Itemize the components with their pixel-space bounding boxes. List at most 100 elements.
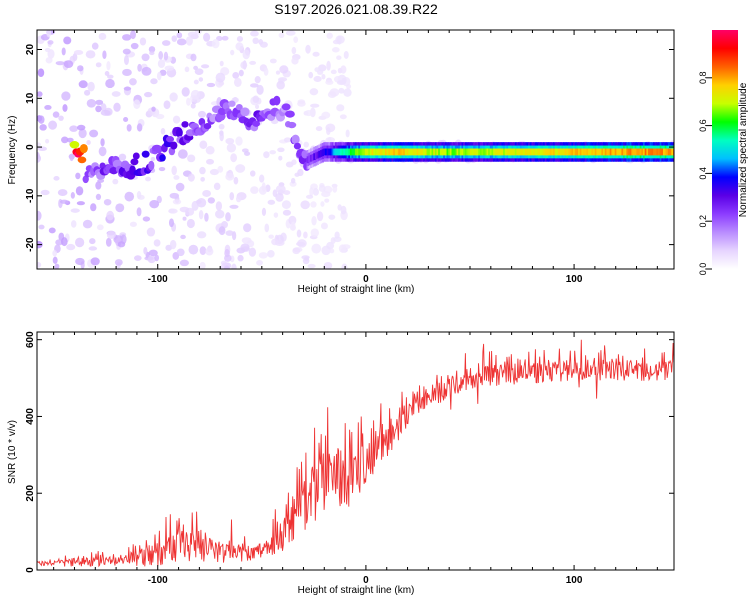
spectrogram-cell [198, 209, 204, 220]
spectrogram-cell [61, 91, 71, 101]
spectrogram-cell [513, 148, 516, 156]
spectrogram-cell [279, 65, 289, 74]
spectrogram-cell [571, 148, 574, 156]
spectrogram-cell [153, 239, 161, 247]
spectrogram-cell [338, 87, 345, 94]
spectrogram-cell [409, 148, 413, 156]
spectrogram-cell [321, 73, 326, 80]
spectrogram-cell [448, 148, 451, 156]
spectrogram-x-ticks: -100 0 100 [53, 30, 658, 285]
spectrogram-cell [303, 141, 309, 148]
spectrogram-cell [418, 148, 421, 156]
spectrogram-cell [618, 148, 621, 156]
spectrogram-cell [310, 201, 317, 208]
spectrogram-cell [237, 254, 244, 262]
spectrogram-cell [261, 182, 266, 192]
spectrogram-cell [230, 153, 238, 163]
spectrogram-cell [563, 148, 566, 156]
spectrogram-cell [198, 77, 204, 82]
spectrogram-cell [336, 148, 339, 156]
spectrogram-cell [325, 79, 334, 85]
spectrogram-cell [636, 148, 639, 156]
spectrogram-cell [368, 148, 371, 156]
colorbar-ticks: 0.0 0.2 0.4 0.6 0.8 [698, 72, 712, 275]
spectrogram-cell [468, 148, 471, 156]
spectrogram-cell [538, 148, 541, 156]
spectrogram-cell [408, 148, 411, 156]
spectrogram-cell [70, 192, 75, 199]
spectrogram-cell [207, 197, 216, 204]
spectrogram-cell [44, 105, 52, 110]
spectrogram-cell [503, 148, 506, 156]
spectrogram-cell [259, 41, 268, 48]
spectrogram-cell [629, 148, 633, 156]
spectrogram-cell [124, 191, 135, 202]
spectrogram-cell [658, 148, 661, 156]
spectrogram-cell [188, 244, 199, 255]
spectrogram-cell [111, 91, 121, 97]
spectrogram-cell [117, 241, 126, 248]
spectrogram-cell [106, 210, 115, 221]
spectrogram-cell [339, 148, 343, 156]
spectrogram-cell [186, 218, 195, 229]
spectrogram-cell [319, 150, 323, 157]
spectrogram-cell [219, 60, 224, 67]
spectrogram-cell [599, 148, 603, 156]
spectrogram-cell [156, 195, 162, 204]
spectrogram-cell [488, 148, 491, 156]
spectrogram-cell [75, 257, 85, 266]
spectrogram-cell [349, 148, 353, 156]
spectrogram-cell [278, 32, 285, 39]
spectrogram-cell [123, 86, 132, 91]
spectrogram-cell [271, 238, 279, 246]
spectrogram-cell [320, 201, 325, 207]
spectrogram-cell [484, 148, 488, 156]
spectrogram-cell [63, 36, 72, 45]
spectrogram-cell [180, 234, 186, 240]
spectrogram-cell [329, 88, 340, 97]
spectrogram-cell [312, 188, 319, 196]
spectrogram-cell [240, 61, 248, 69]
spectrogram-cell [114, 259, 123, 266]
spectrogram-cell [344, 148, 348, 156]
spectrogram-cell [508, 148, 511, 156]
spectrogram-cell [558, 148, 561, 156]
spectrogram-cell [225, 212, 231, 222]
spectrogram-cell [614, 148, 618, 156]
spectrogram-cell [275, 192, 284, 202]
spectrogram-cell [603, 148, 606, 156]
spectrogram-cell [343, 88, 352, 97]
spectrogram-cell [569, 148, 573, 156]
spectrogram-cell [194, 68, 204, 75]
spectrogram-cell [336, 80, 346, 86]
spectrogram-cell [89, 238, 96, 245]
spectrogram-cell [86, 98, 97, 108]
spectrogram-cell [83, 89, 91, 96]
spectrogram-cell [118, 153, 127, 161]
spectrogram-cell [345, 129, 350, 138]
spectrogram-cell [351, 148, 354, 156]
spectrogram-cell [576, 148, 579, 156]
spectrogram-cell [282, 209, 292, 216]
spectrogram-cell [37, 91, 43, 97]
x-tick-label: 0 [363, 274, 369, 285]
spectrogram-cell [366, 148, 369, 156]
spectrogram-cell [340, 205, 347, 215]
spectrogram-cell [309, 88, 319, 96]
spectrogram-cell [206, 158, 215, 165]
spectrogram-cell [281, 103, 291, 111]
spectrogram-cell [638, 148, 641, 156]
spectrogram-cell [154, 254, 160, 262]
spectrogram-cell [268, 234, 274, 239]
spectrogram-cell [190, 53, 197, 62]
spectrogram-cell [325, 136, 336, 144]
spectrogram-cell [456, 148, 459, 156]
spectrogram-cell [195, 199, 202, 204]
spectrogram-cell [179, 206, 190, 213]
spectrogram-cell [293, 142, 301, 150]
spectrogram-cell [44, 47, 51, 53]
spectrogram-cell [206, 82, 216, 88]
spectrogram-cell [331, 148, 335, 156]
spectrogram-cell [222, 102, 230, 110]
spectrogram-cell [381, 148, 384, 156]
